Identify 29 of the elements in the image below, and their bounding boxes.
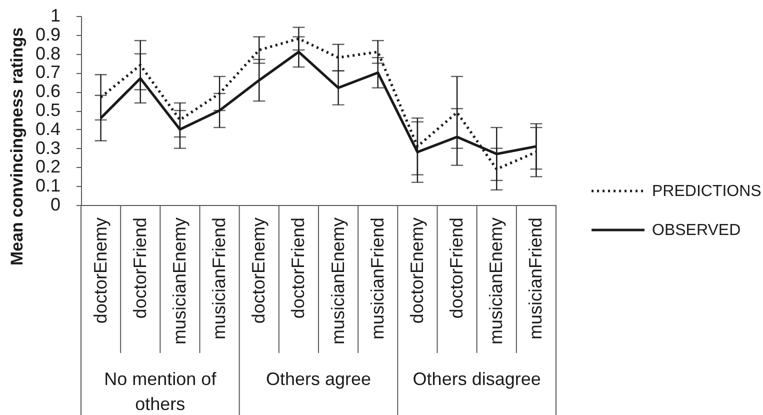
x-tick-label: doctorEnemy — [248, 218, 269, 324]
x-tick-label: musicianEnemy — [486, 218, 506, 345]
y-axis-title: Mean convincingness ratings — [8, 27, 26, 266]
x-tick-label: doctorFriend — [446, 218, 467, 319]
y-tick-label: 0.5 — [35, 100, 60, 120]
x-tick-label: doctorEnemy — [406, 218, 427, 324]
text: Others disagree — [412, 369, 541, 389]
text: No mention of others — [104, 369, 218, 414]
y-tick-label: 0.2 — [35, 156, 60, 177]
x-tick-label: musicianEnemy — [169, 218, 190, 345]
y-tick-label: 0 — [50, 194, 60, 214]
x-tick-label: musicianEnemy — [328, 218, 348, 345]
y-tick-label: 0.9 — [35, 24, 60, 44]
legend-label: PREDICTIONS — [652, 183, 762, 200]
y-tick-label: 0.3 — [35, 138, 60, 158]
y-tick-label: 1 — [50, 6, 60, 26]
legend-label: OBSERVED — [652, 222, 741, 239]
y-tick-label: 0.7 — [35, 62, 60, 82]
y-tick-label: 0.4 — [35, 118, 60, 139]
x-tick-label: doctorFriend — [288, 218, 308, 319]
y-tick-label: 0.8 — [35, 43, 60, 64]
x-tick-label: doctorFriend — [130, 218, 150, 319]
x-tick-label: musicianFriend — [526, 218, 546, 340]
y-tick-label: 0.6 — [35, 81, 60, 102]
text: Others agree — [266, 369, 372, 389]
x-tick-label: doctorEnemy — [90, 218, 110, 324]
x-tick-label: musicianFriend — [209, 218, 230, 340]
x-tick-label: musicianFriend — [367, 218, 388, 340]
y-tick-label: 0.1 — [35, 176, 60, 196]
